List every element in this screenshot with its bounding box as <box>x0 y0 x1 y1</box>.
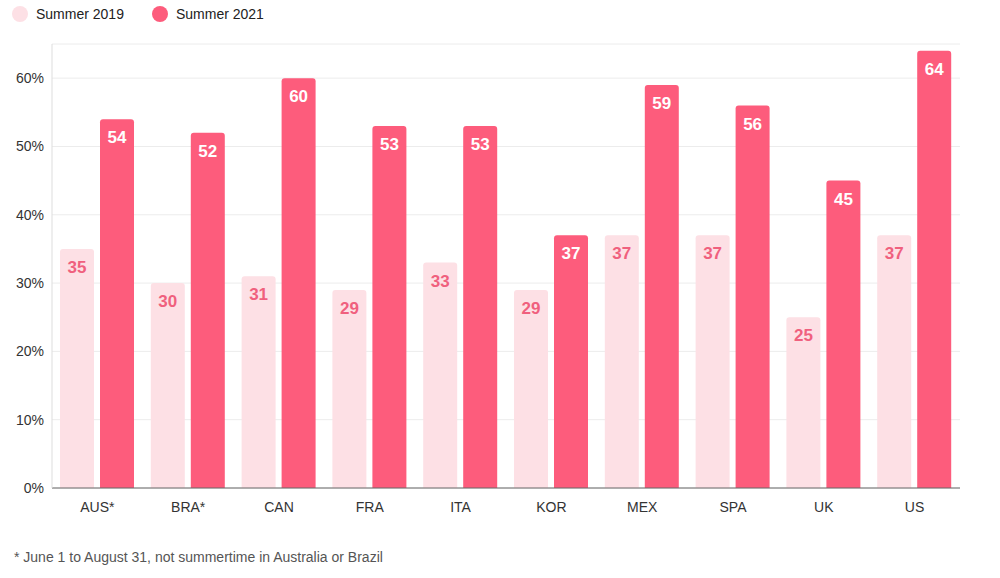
svg-text:31: 31 <box>249 285 268 304</box>
html-text:Summer 2019: Summer 2019 <box>36 6 124 22</box>
svg-text:33: 33 <box>431 272 450 291</box>
svg-text:60%: 60% <box>16 70 44 86</box>
svg-text:53: 53 <box>380 135 399 154</box>
svg-text:10%: 10% <box>16 412 44 428</box>
svg-text:50%: 50% <box>16 138 44 154</box>
svg-text:64: 64 <box>925 60 944 79</box>
svg-text:FRA: FRA <box>356 499 385 515</box>
svg-text:53: 53 <box>471 135 490 154</box>
svg-text:29: 29 <box>522 299 541 318</box>
svg-text:ITA: ITA <box>450 499 471 515</box>
svg-text:25: 25 <box>794 326 813 345</box>
svg-text:20%: 20% <box>16 343 44 359</box>
svg-text:35: 35 <box>68 258 87 277</box>
html-text:Summer 2021: Summer 2021 <box>175 6 264 22</box>
svg-text:60: 60 <box>289 87 308 106</box>
svg-text:UK: UK <box>814 499 834 515</box>
svg-text:AUS*: AUS* <box>80 499 115 515</box>
svg-text:SPA: SPA <box>720 499 748 515</box>
svg-text:29: 29 <box>340 299 359 318</box>
svg-text:CAN: CAN <box>264 499 294 515</box>
svg-text:54: 54 <box>108 128 127 147</box>
svg-text:37: 37 <box>703 244 722 263</box>
svg-text:59: 59 <box>652 94 671 113</box>
svg-text:US: US <box>905 499 924 515</box>
svg-text:40%: 40% <box>16 207 44 223</box>
svg-text:0%: 0% <box>24 480 44 496</box>
svg-text:37: 37 <box>562 244 581 263</box>
svg-text:52: 52 <box>198 142 217 161</box>
svg-text:BRA*: BRA* <box>171 499 206 515</box>
svg-text:30: 30 <box>158 292 177 311</box>
svg-text:KOR: KOR <box>536 499 566 515</box>
svg-text:56: 56 <box>743 115 762 134</box>
html-text:* June 1 to August 31, not sum: * June 1 to August 31, not summertime in… <box>14 549 383 565</box>
svg-text:30%: 30% <box>16 275 44 291</box>
svg-text:37: 37 <box>612 244 631 263</box>
svg-text:37: 37 <box>885 244 904 263</box>
svg-text:45: 45 <box>834 190 853 209</box>
svg-text:MEX: MEX <box>627 499 658 515</box>
